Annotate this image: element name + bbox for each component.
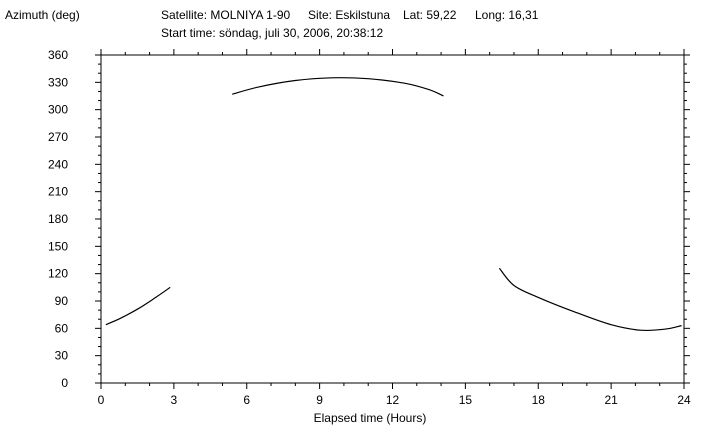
long-label: Long: 16,31 [475, 8, 539, 22]
y-tick-label: 150 [48, 239, 68, 253]
y-axis-ticks: 0 30 60 90 120 150 180 210 240 270 300 330 360 [48, 48, 690, 390]
y-tick-label: 0 [61, 376, 68, 390]
x-tick-label: 9 [316, 393, 323, 407]
lat-label: Lat: 59,22 [403, 8, 457, 22]
series-lines [105, 77, 682, 332]
x-axis-label: Elapsed time (Hours) [314, 411, 427, 425]
x-tick-label: 6 [243, 393, 250, 407]
site-label: Site: Eskilstuna [308, 8, 391, 22]
y-tick-label: 270 [48, 130, 68, 144]
y-axis-title: Azimuth (deg) [5, 8, 80, 22]
satellite-label: Satellite: MOLNIYA 1-90 [161, 8, 291, 22]
x-tick-label: 15 [459, 393, 473, 407]
y-tick-label: 30 [55, 349, 69, 363]
x-tick-label: 24 [677, 393, 691, 407]
azimuth-track-segment [105, 286, 171, 326]
x-tick-label: 12 [386, 393, 400, 407]
start-time-label: Start time: söndag, juli 30, 2006, 20:38… [161, 26, 384, 40]
x-axis-ticks: 0 3 6 9 12 15 18 21 24 [98, 49, 691, 407]
x-tick-label: 18 [532, 393, 546, 407]
y-tick-label: 180 [48, 212, 68, 226]
y-tick-label: 90 [55, 294, 69, 308]
y-tick-label: 210 [48, 185, 68, 199]
y-tick-label: 360 [48, 48, 68, 62]
plot-frame [100, 54, 685, 384]
y-tick-label: 330 [48, 75, 68, 89]
y-tick-label: 120 [48, 267, 68, 281]
y-tick-label: 60 [55, 321, 69, 335]
x-tick-label: 21 [604, 393, 618, 407]
x-tick-label: 3 [171, 393, 178, 407]
y-tick-label: 240 [48, 157, 68, 171]
azimuth-track-segment [498, 267, 682, 332]
x-tick-label: 0 [98, 393, 105, 407]
y-tick-label: 300 [48, 103, 68, 117]
azimuth-track-segment [232, 77, 444, 97]
